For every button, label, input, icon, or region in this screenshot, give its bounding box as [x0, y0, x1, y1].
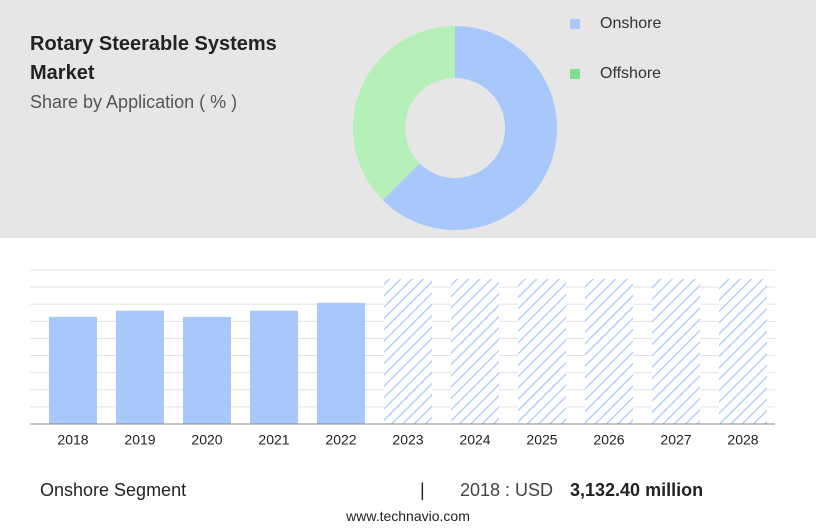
legend-swatch — [570, 19, 580, 29]
bar — [719, 278, 767, 424]
legend-label: Offshore — [600, 65, 661, 82]
bar — [652, 278, 700, 424]
chart-subtitle: Share by Application ( % ) — [30, 92, 238, 112]
footer-segment: Onshore Segment — [40, 480, 187, 500]
x-tick-label: 2027 — [660, 432, 691, 448]
donut-segment — [382, 26, 557, 230]
bar — [250, 310, 298, 424]
x-tick-label: 2024 — [459, 432, 490, 448]
x-tick-label: 2025 — [526, 432, 557, 448]
bar — [585, 278, 633, 424]
bar — [317, 302, 365, 424]
bar — [384, 278, 432, 424]
legend-label: Onshore — [600, 15, 661, 32]
x-tick-label: 2023 — [392, 432, 423, 448]
footer-value: 3,132.40 million — [570, 480, 704, 500]
footer-separator: | — [420, 480, 425, 500]
x-tick-label: 2026 — [593, 432, 624, 448]
x-tick-label: 2021 — [258, 432, 289, 448]
x-tick-label: 2028 — [727, 432, 758, 448]
donut-segment — [353, 26, 455, 201]
source: www.technavio.com — [346, 508, 470, 524]
bar — [518, 278, 566, 424]
bar — [183, 316, 231, 424]
x-tick-label: 2020 — [191, 432, 222, 448]
chart-title: Rotary Steerable Systems Market — [30, 33, 277, 84]
x-tick-label: 2018 — [57, 432, 88, 448]
x-tick-label: 2019 — [124, 432, 155, 448]
x-tick-label: 2022 — [325, 432, 356, 448]
bar — [116, 310, 164, 424]
legend-swatch — [570, 69, 580, 79]
bar — [49, 316, 97, 424]
footer-year: 2018 : USD — [460, 480, 554, 500]
bar — [451, 278, 499, 424]
